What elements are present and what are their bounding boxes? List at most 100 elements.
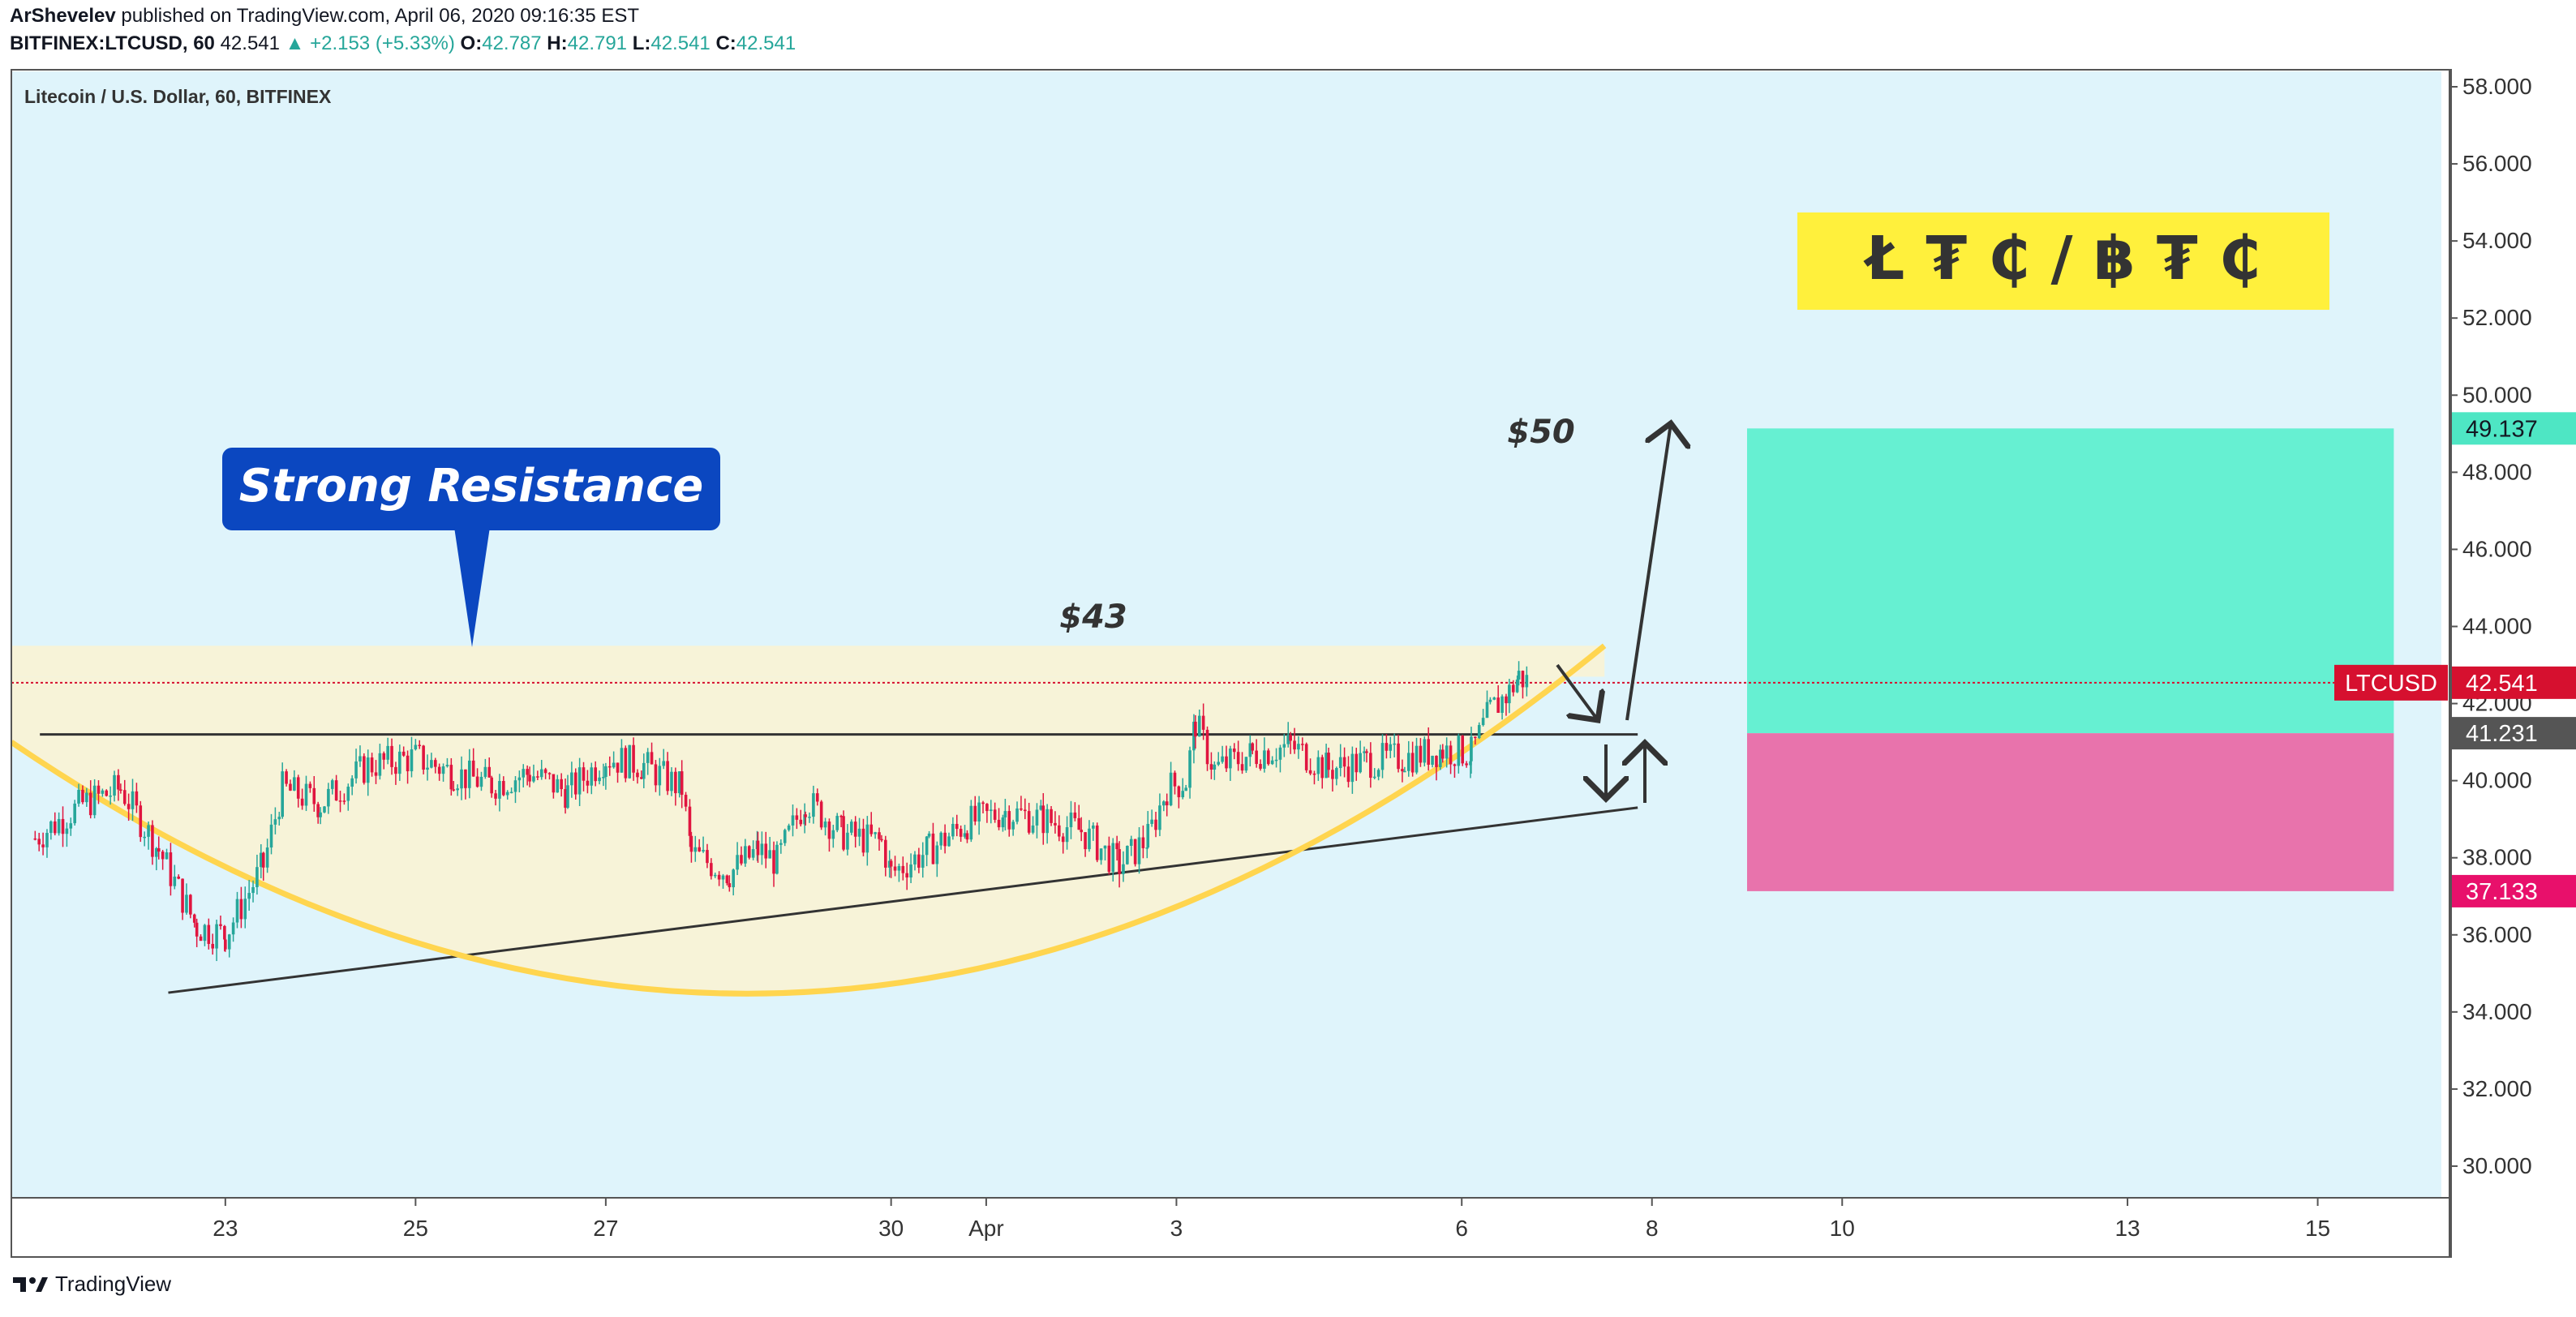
candle-body xyxy=(842,816,845,850)
candle-body xyxy=(1054,822,1057,826)
candle-body xyxy=(1312,773,1316,775)
stop-zone xyxy=(1747,733,2394,891)
candle-body xyxy=(1289,735,1292,741)
candle-body xyxy=(1255,750,1258,765)
y-tick-label: 34.000 xyxy=(2462,999,2532,1024)
candle-body xyxy=(861,828,865,853)
candle-body xyxy=(564,789,567,809)
candle-body xyxy=(1084,832,1087,850)
candle-body xyxy=(77,789,80,804)
candle-body xyxy=(223,925,226,940)
candle-body xyxy=(378,753,382,776)
candle-body xyxy=(775,844,779,874)
candle-body xyxy=(1240,764,1244,771)
candle-body xyxy=(1069,812,1073,828)
candle-body xyxy=(536,776,539,778)
candle-body xyxy=(157,847,161,852)
candle-body xyxy=(1213,764,1217,770)
candle-body xyxy=(354,761,358,779)
candle-body xyxy=(37,839,41,845)
candle-body xyxy=(261,852,265,868)
candle-body xyxy=(1221,756,1224,762)
candle-body xyxy=(1141,837,1145,848)
footer-brand[interactable]: TradingView xyxy=(11,1272,171,1297)
candle-body xyxy=(1095,825,1099,860)
candle-body xyxy=(1477,725,1481,739)
candle-body xyxy=(604,766,608,778)
candle-body xyxy=(526,769,529,775)
candle-body xyxy=(289,783,292,791)
candle-body xyxy=(713,874,717,877)
candle-body xyxy=(430,760,433,768)
price-axis[interactable]: 30.00032.00034.00036.00038.00040.00042.0… xyxy=(2449,74,2532,1178)
candle-body xyxy=(1126,846,1129,864)
candle-body xyxy=(1286,735,1290,744)
time-axis-background xyxy=(11,1199,2576,1257)
candle-body xyxy=(1511,684,1515,693)
candle-body xyxy=(710,863,713,877)
candle-body xyxy=(973,805,977,822)
candle-body xyxy=(839,816,843,817)
candle-body xyxy=(1088,828,1091,850)
candle-body xyxy=(799,819,803,825)
candle-body xyxy=(300,798,304,806)
candle-body xyxy=(350,778,354,787)
price-tag-box xyxy=(2451,412,2576,445)
candle-body xyxy=(658,766,662,786)
candle-body xyxy=(147,825,150,837)
candle-body xyxy=(1192,721,1196,751)
candle-body xyxy=(255,867,259,887)
candle-body xyxy=(812,793,815,817)
time-axis[interactable]: 23 25 27 30 Apr 3 6 8 10 13 15 xyxy=(213,1198,2330,1241)
candle-body xyxy=(819,801,823,828)
candle-body xyxy=(846,832,849,850)
candle-body xyxy=(1194,721,1197,737)
candle-body xyxy=(1415,745,1419,773)
candle-body xyxy=(215,924,218,949)
candle-body xyxy=(330,780,334,789)
candle-body xyxy=(33,838,37,840)
candle-body xyxy=(684,795,688,807)
candle-body xyxy=(475,776,479,787)
candle-body xyxy=(880,839,883,841)
label-50: $50 xyxy=(1507,414,1575,451)
author-name[interactable]: ArShevelev xyxy=(10,5,116,27)
candle-body xyxy=(45,833,49,847)
candle-body xyxy=(370,757,374,773)
candle-body xyxy=(925,836,929,856)
candle-body xyxy=(1525,675,1529,688)
ltc-banner-box xyxy=(1797,212,2329,310)
y-tick-label: 56.000 xyxy=(2462,151,2532,176)
y-tick-label: 32.000 xyxy=(2462,1076,2532,1101)
candle-body xyxy=(346,787,350,801)
candle-body xyxy=(552,774,556,793)
low-label: L: xyxy=(632,32,651,54)
candle-body xyxy=(702,850,705,852)
candle-body xyxy=(1118,849,1121,874)
pullback-arrow xyxy=(1556,663,1598,720)
candle-body xyxy=(897,865,901,871)
ltc-banner-text: Ł ₮ ₵ / ฿ ₮ ₵ xyxy=(1863,224,2261,294)
x-tick-label: 6 xyxy=(1455,1216,1468,1241)
candle-body xyxy=(1439,749,1442,767)
candle-body xyxy=(539,769,543,778)
candle-body xyxy=(590,767,594,786)
candle-body xyxy=(1248,743,1252,757)
candle-body xyxy=(338,800,342,802)
candle-body xyxy=(566,785,569,809)
candle-body xyxy=(756,840,760,856)
candle-body xyxy=(281,771,284,817)
price-axis-background xyxy=(2449,71,2576,1197)
candle-body xyxy=(646,752,650,763)
candle-body xyxy=(981,802,985,804)
candle-body xyxy=(969,805,973,840)
candle-body xyxy=(363,756,366,783)
candle-body xyxy=(620,748,624,773)
breakout-arrow xyxy=(1625,423,1671,721)
candle-body xyxy=(905,873,909,877)
strong-resistance-callout: Strong Resistance xyxy=(222,448,720,647)
candle-body xyxy=(721,875,725,880)
candle-body xyxy=(608,766,612,768)
candle-body xyxy=(334,780,338,801)
